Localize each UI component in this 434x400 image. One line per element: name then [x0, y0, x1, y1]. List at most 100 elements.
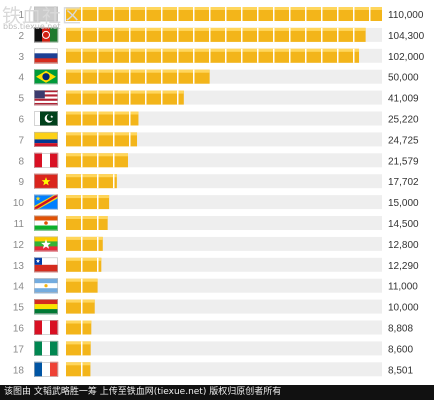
value-label: 17,702	[388, 177, 419, 188]
rank-label: 16	[13, 324, 25, 335]
dr-congo-flag-icon	[34, 194, 58, 210]
nigeria-flag-icon	[34, 340, 59, 356]
bar-track	[66, 132, 382, 147]
bar-row: 9 17,702	[18, 173, 419, 189]
value-label: 102,000	[388, 52, 425, 63]
bar-track	[66, 216, 382, 230]
value-label: 11,000	[388, 282, 418, 293]
bar-row: 17 8,600	[13, 340, 413, 356]
bar	[66, 299, 95, 314]
bar	[66, 69, 210, 84]
bar-row: 7 24,725	[18, 131, 419, 147]
usa-flag-icon	[34, 90, 58, 106]
bar	[66, 320, 92, 335]
value-label: 110,000	[388, 10, 424, 21]
bar	[66, 90, 184, 105]
rank-label: 14	[13, 282, 25, 293]
bar	[66, 153, 128, 168]
bar-row: 12 12,800	[13, 236, 419, 252]
chile-flag-icon	[34, 257, 58, 273]
flag-icon	[34, 6, 58, 22]
bar-row: 6 25,220	[18, 111, 419, 126]
bar-row: 15 10,000	[13, 299, 419, 315]
rank-label: 2	[18, 31, 24, 42]
value-label: 25,220	[388, 115, 419, 126]
value-label: 12,290	[388, 261, 419, 272]
bar	[66, 362, 91, 377]
bar-track	[66, 341, 382, 356]
bar-row: 16 8,808	[13, 320, 413, 335]
brazil-flag-icon	[34, 69, 58, 85]
rank-label: 12	[13, 240, 25, 251]
rank-label: 10	[13, 198, 25, 209]
image-caption: 该图由 文韬武略胜一筹 上传至铁血网(tiexue.net) 版权归原创者所有	[0, 385, 434, 400]
value-label: 50,000	[388, 73, 419, 84]
value-label: 24,725	[388, 135, 419, 146]
bar-row: 4 50,000	[18, 69, 419, 85]
rank-label: 13	[13, 261, 25, 272]
bar	[66, 174, 117, 189]
value-label: 15,000	[388, 198, 419, 209]
value-label: 10,000	[388, 303, 419, 314]
bar	[66, 278, 98, 293]
bar-track	[66, 299, 382, 314]
rank-label: 3	[18, 52, 24, 63]
bar-row: 8 21,579	[18, 152, 419, 168]
bar	[66, 341, 91, 356]
france-flag-icon	[34, 361, 59, 377]
rank-label: 9	[18, 177, 24, 188]
watermark-url: bbs.tiexue.net	[3, 22, 61, 31]
watermark-brand: 铁血社区	[2, 5, 83, 27]
argentina-flag-icon	[34, 278, 58, 294]
bar-track	[66, 278, 382, 293]
value-label: 21,579	[388, 156, 419, 167]
bar	[66, 195, 110, 210]
value-label: 14,500	[388, 219, 419, 230]
bar	[66, 236, 103, 251]
colombia-flag-icon	[34, 131, 58, 147]
bolivia-flag-icon	[34, 299, 58, 315]
rank-label: 11	[14, 219, 25, 230]
value-label: 104,300	[388, 31, 425, 42]
bar	[66, 132, 138, 147]
bar-row: 3 102,000	[18, 48, 425, 64]
niger-flag-icon	[34, 215, 58, 231]
rank-label: 5	[18, 94, 24, 105]
rank-label: 6	[18, 115, 24, 126]
bar-track	[66, 320, 382, 335]
bar-row: 10 15,000	[13, 194, 419, 210]
value-label: 8,600	[388, 344, 413, 355]
rank-label: 7	[18, 135, 24, 146]
peru-flag-icon	[34, 320, 59, 335]
bar-track	[66, 236, 382, 251]
russia-flag-icon	[34, 48, 58, 64]
rank-label: 17	[13, 344, 25, 355]
pakistan-flag-icon	[34, 111, 58, 126]
bar-row: 11 14,500	[14, 215, 419, 231]
bar	[66, 7, 382, 21]
bar	[66, 111, 139, 126]
value-label: 8,808	[388, 324, 413, 335]
rank-label: 18	[13, 365, 25, 376]
bar-track	[66, 257, 382, 272]
bar-row: 1 110,000	[18, 6, 424, 22]
value-label: 12,800	[388, 240, 419, 251]
rank-label: 1	[18, 10, 24, 21]
bar	[66, 216, 108, 230]
peru-flag-icon	[34, 152, 59, 168]
bar-row: 18 8,501	[13, 361, 413, 377]
bar-track	[66, 362, 382, 377]
rank-label: 4	[18, 73, 24, 84]
bar-track	[66, 174, 382, 189]
bar	[66, 48, 360, 63]
bar	[66, 257, 102, 272]
bar-row: 14 11,000	[13, 278, 418, 294]
bar-track	[66, 153, 382, 168]
vietnam-flag-icon	[34, 173, 58, 189]
bar-row: 2 104,300	[18, 27, 425, 43]
value-label: 8,501	[388, 365, 413, 376]
myanmar-flag-icon	[34, 236, 58, 252]
bar-track	[66, 195, 382, 210]
bar-row: 13 12,290	[13, 257, 419, 273]
